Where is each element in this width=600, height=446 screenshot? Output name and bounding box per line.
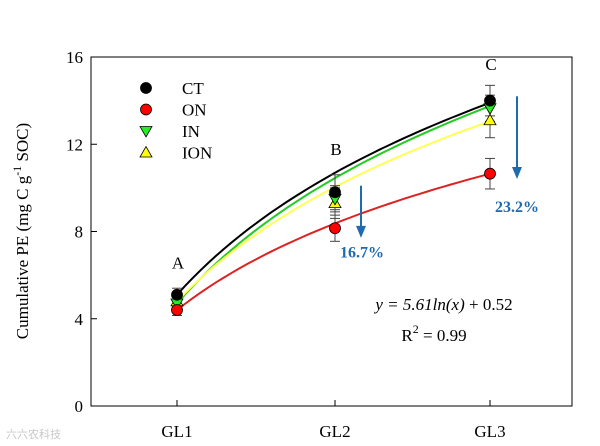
y-tick-label: 0 (75, 397, 84, 416)
y-tick-label: 4 (75, 310, 84, 329)
y-tick-label: 8 (75, 223, 84, 242)
x-tick-label: GL2 (319, 422, 350, 441)
legend-label-on: ON (182, 101, 207, 120)
data-point-ion (483, 113, 497, 126)
legend-label-in: IN (182, 122, 200, 141)
group-label: B (330, 140, 341, 159)
fit-curve-ct (176, 101, 491, 296)
data-point-ct (171, 288, 183, 301)
x-tick-label: GL1 (161, 422, 192, 441)
fit-curve-in (176, 105, 491, 305)
fit-equation: y = 5.61ln(x) + 0.52 (373, 295, 512, 314)
legend-label-ion: ION (182, 144, 212, 163)
watermark: 六六农科技 (6, 428, 61, 441)
reduction-arrowhead (356, 225, 366, 238)
data-point-ct (484, 94, 496, 107)
data-point-on (484, 167, 496, 180)
reduction-arrowhead (512, 166, 522, 179)
legend-marker-ct (140, 82, 152, 94)
legend-label-ct: CT (182, 79, 204, 98)
group-label: A (172, 254, 185, 273)
legend-marker-ion (139, 145, 153, 158)
legend-marker-on (140, 103, 152, 116)
data-point-on (171, 304, 183, 316)
y-axis-label: Cumulative PE (mg C g-1 SOC) (10, 123, 32, 339)
y-tick-label: 12 (66, 135, 83, 154)
data-point-ct (329, 186, 341, 199)
r-squared: R2 = 0.99 (401, 322, 466, 345)
legend-marker-in (139, 126, 153, 138)
y-tick-label: 16 (66, 48, 83, 67)
x-tick-label: GL3 (474, 422, 505, 441)
data-point-on (329, 222, 341, 235)
group-label: C (485, 55, 496, 74)
reduction-percent: 23.2% (495, 199, 539, 216)
reduction-percent: 16.7% (340, 245, 384, 262)
